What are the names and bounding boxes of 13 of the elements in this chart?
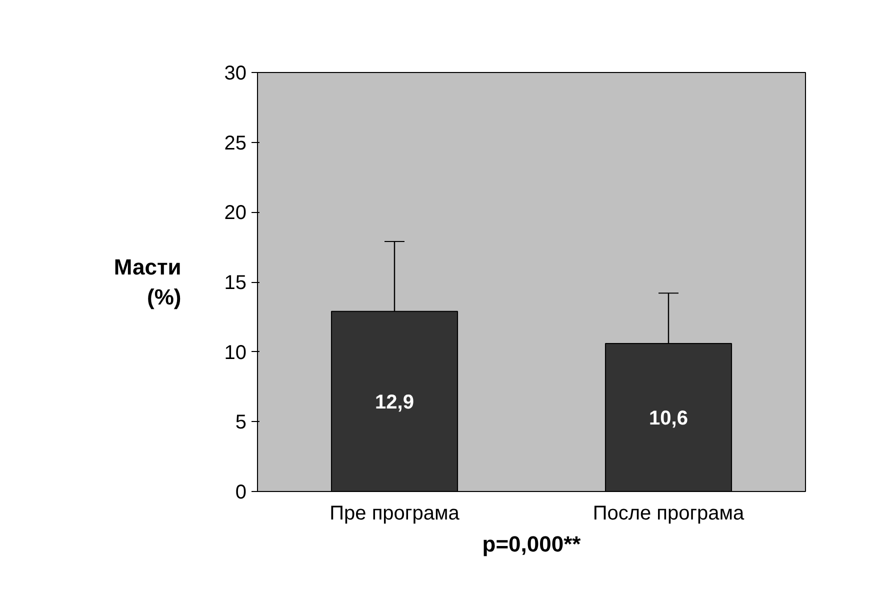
- y-tick-label: 30: [224, 62, 247, 84]
- x-tick-label: Пре програма: [330, 502, 460, 524]
- y-tick-label: 25: [224, 132, 247, 154]
- y-tick-label: 5: [235, 412, 246, 434]
- y-tick-label: 15: [224, 272, 247, 294]
- y-tick-label: 0: [235, 482, 246, 504]
- x-tick-label: После програма: [592, 502, 746, 524]
- data-label: 10,6: [649, 407, 688, 430]
- data-label: 12,9: [375, 391, 414, 414]
- y-tick-label: 10: [224, 342, 247, 364]
- text: p=0,000**: [482, 532, 582, 556]
- y-axis-title: Масти (%): [114, 254, 182, 310]
- y-tick-label: 20: [224, 202, 247, 224]
